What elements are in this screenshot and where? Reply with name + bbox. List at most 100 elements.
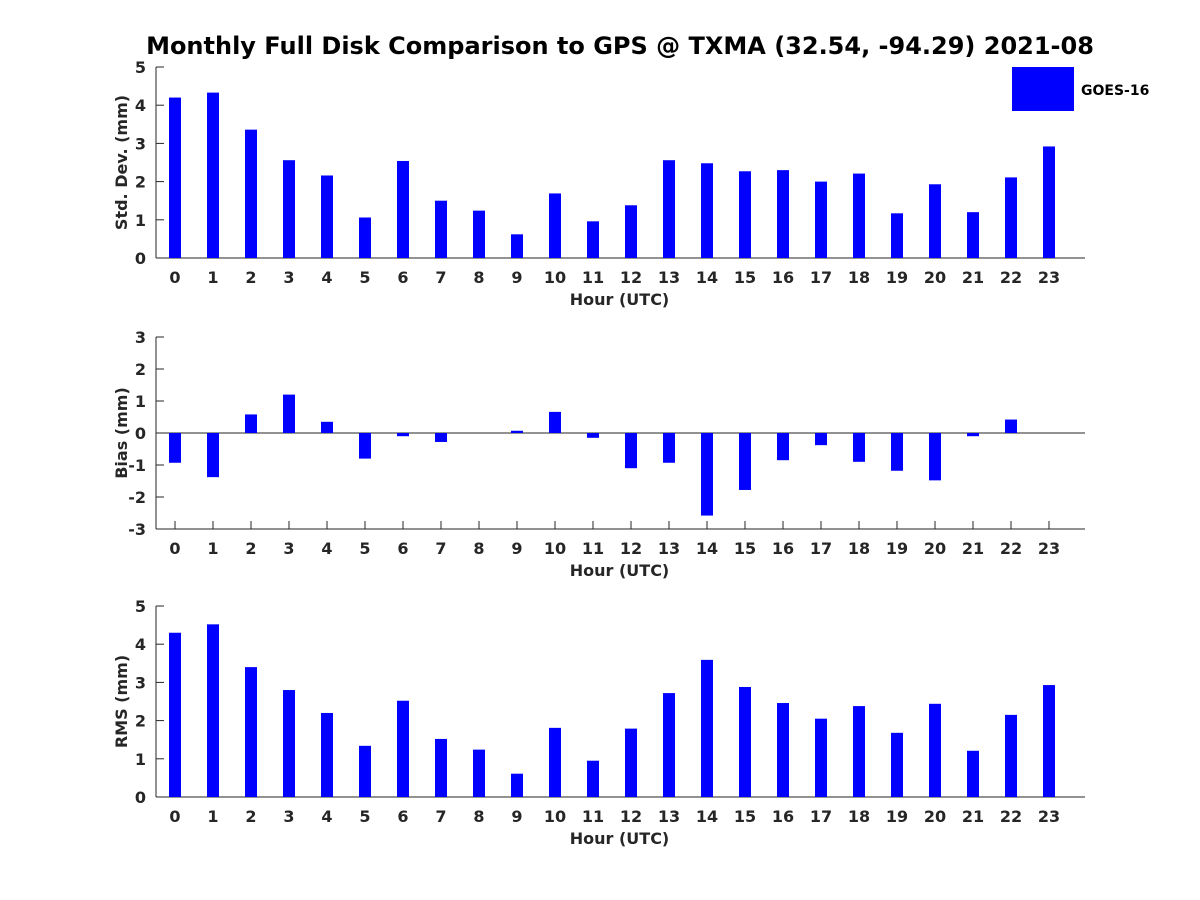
x-tick-label: 15 [734,807,756,826]
x-tick-label: 10 [544,268,566,287]
y-tick-label: 3 [135,673,146,692]
bar [891,213,903,258]
x-tick-label: 23 [1038,268,1060,287]
x-tick-label: 4 [321,268,332,287]
x-tick-label: 8 [473,807,484,826]
x-tick-label: 19 [886,539,908,558]
x-tick-label: 21 [962,807,984,826]
x-tick-label: 8 [473,268,484,287]
x-tick-label: 16 [772,539,794,558]
bar [359,433,371,459]
bar [321,712,333,797]
x-tick-label: 17 [810,807,832,826]
x-tick-label: 22 [1000,807,1022,826]
bar [929,703,941,797]
x-tick-label: 20 [924,539,946,558]
y-tick-label: 4 [135,635,146,654]
x-tick-label: 13 [658,268,680,287]
x-tick-label: 3 [283,268,294,287]
x-tick-label: 6 [397,807,408,826]
bar [511,234,523,258]
x-tick-label: 13 [658,539,680,558]
bar [701,659,713,797]
bar [397,433,409,437]
bar [929,433,941,481]
bar [967,750,979,797]
bar [473,210,485,258]
y-tick-label: 1 [135,392,146,411]
chart-title: Monthly Full Disk Comparison to GPS @ TX… [146,32,1094,60]
bar [169,97,181,258]
bar [473,749,485,797]
bar [967,433,979,437]
bar [701,433,713,516]
x-tick-label: 20 [924,807,946,826]
bar [245,414,257,433]
y-tick-label: 0 [135,249,146,268]
x-tick-label: 4 [321,539,332,558]
x-tick-label: 9 [511,268,522,287]
bar [891,433,903,471]
y-tick-label: 5 [135,597,146,616]
y-tick-label: 2 [135,360,146,379]
bar [739,171,751,258]
bar [777,703,789,797]
x-tick-label: 14 [696,539,718,558]
y-tick-label: 3 [135,134,146,153]
x-axis-label: Hour (UTC) [570,561,670,580]
bar [435,200,447,258]
x-tick-label: 10 [544,807,566,826]
y-tick-label: -2 [128,488,146,507]
bar [283,690,295,797]
bar [169,632,181,797]
x-tick-label: 9 [511,539,522,558]
x-tick-label: 6 [397,539,408,558]
x-tick-label: 5 [359,539,370,558]
x-tick-label: 16 [772,268,794,287]
bar [245,667,257,797]
x-tick-label: 23 [1038,539,1060,558]
x-tick-label: 15 [734,539,756,558]
x-tick-label: 11 [582,268,604,287]
x-tick-label: 21 [962,268,984,287]
bar [321,175,333,258]
bar [815,181,827,258]
bar [435,433,447,442]
y-tick-label: 5 [135,58,146,77]
bar [967,212,979,258]
bar [283,160,295,258]
x-tick-label: 0 [169,539,180,558]
x-tick-label: 23 [1038,807,1060,826]
bar [1043,685,1055,797]
x-tick-label: 20 [924,268,946,287]
bar [359,217,371,258]
x-tick-label: 18 [848,268,870,287]
bar [321,421,333,433]
x-tick-label: 19 [886,268,908,287]
bar [777,170,789,258]
bar [283,394,295,433]
legend: GOES-16 [1012,67,1149,111]
y-tick-label: 0 [135,424,146,443]
bar [625,205,637,258]
y-tick-label: 4 [135,96,146,115]
x-tick-label: 17 [810,268,832,287]
bar [359,745,371,797]
x-tick-label: 0 [169,268,180,287]
y-tick-label: -3 [128,520,146,539]
bar [701,163,713,258]
x-tick-label: 5 [359,268,370,287]
x-tick-label: 18 [848,539,870,558]
y-tick-label: 1 [135,211,146,230]
bar [397,700,409,797]
x-tick-label: 10 [544,539,566,558]
bar [1043,146,1055,258]
bar [511,773,523,797]
x-tick-label: 16 [772,807,794,826]
bar [853,706,865,797]
x-tick-label: 14 [696,807,718,826]
bar [1005,419,1017,433]
x-tick-label: 7 [435,268,446,287]
